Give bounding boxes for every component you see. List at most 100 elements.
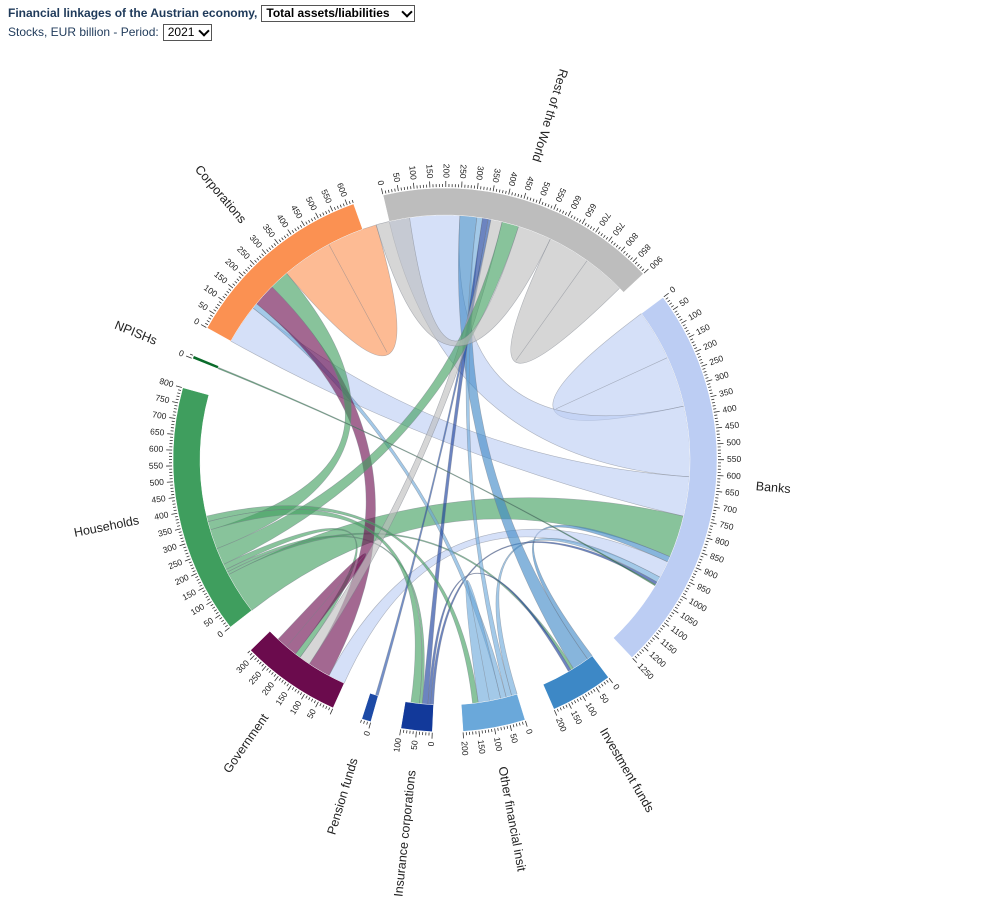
tick-label: 600 bbox=[335, 181, 350, 198]
tick-mark bbox=[208, 317, 212, 320]
tick-mark bbox=[704, 374, 708, 376]
arc-investment-funds[interactable] bbox=[542, 655, 609, 710]
tick-label: 0 bbox=[177, 348, 185, 359]
tick-mark bbox=[478, 730, 481, 737]
tick-mark bbox=[319, 213, 322, 217]
tick-mark bbox=[514, 193, 516, 197]
tick-mark bbox=[523, 192, 527, 199]
tick-mark bbox=[565, 704, 568, 708]
tick-label: 550 bbox=[553, 187, 568, 204]
tick-mark bbox=[613, 242, 616, 246]
tick-mark bbox=[176, 522, 180, 524]
tick-mark bbox=[709, 528, 713, 530]
tick-label: 250 bbox=[247, 669, 264, 686]
tick-mark bbox=[313, 700, 316, 704]
tick-label: 1050 bbox=[678, 610, 700, 629]
tick-mark bbox=[329, 205, 333, 212]
arc-other-financial-insit[interactable] bbox=[460, 693, 526, 732]
tick-mark bbox=[597, 231, 601, 235]
tick-mark bbox=[688, 334, 695, 338]
tick-mark bbox=[606, 679, 609, 683]
arc-rest-of-the-world[interactable] bbox=[382, 187, 644, 293]
tick-mark bbox=[254, 259, 257, 263]
tick-mark bbox=[662, 624, 665, 628]
tick-mark bbox=[286, 683, 289, 687]
tick-mark bbox=[178, 531, 182, 533]
tick-mark bbox=[535, 199, 538, 203]
arc-government[interactable] bbox=[250, 630, 345, 709]
controls-panel: Financial linkages of the Austrian econo… bbox=[8, 4, 416, 42]
tick-mark bbox=[676, 604, 680, 607]
tick-mark bbox=[712, 405, 716, 407]
tick-mark bbox=[384, 190, 387, 194]
tick-label: 400 bbox=[153, 509, 169, 522]
tick-label: 0 bbox=[376, 179, 387, 186]
tick-mark bbox=[707, 534, 711, 537]
tick-mark bbox=[654, 634, 660, 640]
tick-mark bbox=[681, 319, 687, 324]
tick-mark bbox=[224, 293, 228, 296]
tick-mark bbox=[228, 283, 234, 289]
tick-mark bbox=[175, 398, 179, 401]
tick-mark bbox=[176, 525, 181, 527]
tick-label: 0 bbox=[524, 728, 535, 736]
tick-mark bbox=[368, 722, 371, 729]
tick-mark bbox=[608, 677, 613, 684]
arc-insurance-corporations[interactable] bbox=[400, 701, 434, 732]
arc-corporations[interactable] bbox=[206, 203, 363, 342]
metric-select[interactable]: Total assets/liabilities bbox=[261, 5, 416, 22]
tick-mark bbox=[294, 228, 297, 232]
tick-mark bbox=[576, 217, 579, 221]
chart-subtitle: Stocks, EUR billion - Period: bbox=[8, 25, 159, 39]
tick-mark bbox=[216, 303, 220, 307]
tick-mark bbox=[183, 546, 187, 549]
tick-mark bbox=[570, 214, 573, 218]
tick-label: 350 bbox=[718, 386, 734, 399]
tick-mark bbox=[174, 404, 178, 407]
tick-mark bbox=[679, 318, 683, 321]
tick-mark bbox=[200, 324, 207, 328]
tick-mark bbox=[692, 344, 696, 347]
tick-mark bbox=[198, 587, 204, 591]
tick-mark bbox=[184, 549, 188, 552]
tick-mark bbox=[639, 651, 642, 655]
tick-mark bbox=[325, 705, 328, 710]
arc-households[interactable] bbox=[172, 387, 253, 628]
tick-label: 850 bbox=[709, 551, 726, 565]
tick-mark bbox=[388, 189, 390, 193]
arc-pension-funds[interactable] bbox=[361, 692, 379, 723]
tick-label: 200 bbox=[459, 741, 470, 756]
arc-banks[interactable] bbox=[613, 297, 718, 658]
sector-label-rest-of-the-world: Rest of the World bbox=[529, 67, 570, 163]
tick-mark bbox=[587, 692, 590, 696]
sector-label-government: Government bbox=[220, 711, 271, 776]
tick-mark bbox=[556, 207, 559, 212]
tick-mark bbox=[643, 268, 649, 274]
tick-mark bbox=[197, 581, 202, 584]
tick-mark bbox=[684, 327, 688, 330]
tick-mark bbox=[711, 401, 715, 404]
tick-mark bbox=[669, 302, 673, 305]
tick-mark bbox=[207, 598, 211, 601]
tick-mark bbox=[215, 306, 219, 309]
tick-mark bbox=[515, 723, 518, 727]
tick-label: 250 bbox=[167, 557, 184, 572]
tick-mark bbox=[415, 731, 417, 738]
tick-mark bbox=[297, 690, 300, 694]
tick-label: 400 bbox=[507, 171, 520, 187]
arc-npishs[interactable] bbox=[192, 355, 220, 369]
tick-mark bbox=[663, 622, 670, 627]
tick-mark bbox=[175, 519, 179, 521]
period-select-value: 2021 bbox=[167, 25, 195, 39]
tick-mark bbox=[705, 377, 709, 379]
tick-mark bbox=[313, 216, 316, 220]
period-select[interactable]: 2021 bbox=[162, 24, 213, 41]
tick-mark bbox=[520, 194, 523, 198]
tick-mark bbox=[226, 290, 230, 294]
tick-mark bbox=[184, 558, 191, 562]
tick-mark bbox=[348, 201, 351, 205]
tick-mark bbox=[674, 310, 678, 313]
tick-mark bbox=[249, 655, 255, 660]
tick-mark bbox=[690, 578, 694, 582]
tick-mark bbox=[658, 629, 661, 633]
